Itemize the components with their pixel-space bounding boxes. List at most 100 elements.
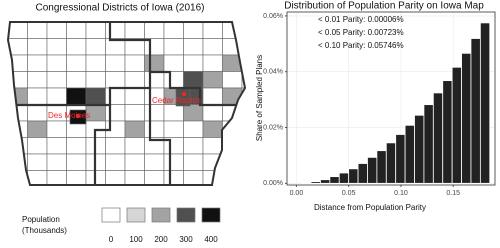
county [202,22,223,39]
bar [451,66,462,184]
county [105,153,126,171]
legend-title: Population [22,215,60,224]
county [66,54,87,72]
county [124,71,145,89]
county [105,22,126,39]
county [85,54,106,72]
county [27,120,48,138]
county [46,22,67,39]
x-tick-label: 0.15 [446,190,460,197]
county [8,71,28,89]
city-marker [75,113,81,119]
county [124,120,145,138]
county [202,104,223,122]
county [66,137,87,155]
bar [479,22,491,184]
histogram: 0.00% 0.02% 0.04% 0.06% 0.00 0.05 0.10 0.15 < 0.… [263,11,496,197]
county [144,153,165,171]
county [46,38,67,56]
county [105,54,126,72]
bar [329,176,340,184]
annotation: < 0.01 Parity: 0.00006% [318,15,404,24]
bar [395,134,406,184]
county [163,22,184,39]
county [144,104,165,122]
county [8,137,28,155]
county [183,104,204,122]
city-label: Des Moines [48,111,90,120]
legend-swatch [151,207,171,223]
county [46,54,67,72]
legend-label: 0 [109,235,114,244]
city-marker [181,91,187,97]
bar [348,168,359,184]
county [163,120,184,138]
bar [432,92,444,184]
x-tick-label: 0.05 [342,190,356,197]
county [163,153,184,171]
state-outline [6,21,247,186]
county [27,104,48,122]
county [202,137,223,155]
county [105,71,126,89]
county [183,120,204,138]
county [27,54,48,72]
county [124,87,145,105]
county [241,38,245,56]
county [222,137,243,155]
bar [310,181,321,184]
legend-swatch [201,207,221,223]
annotation: < 0.05 Parity: 0.00723% [318,28,404,37]
county [66,71,87,89]
x-tick-label: 0.00 [290,190,304,197]
county [163,71,184,89]
county [144,120,165,138]
city-label: Cedar Rapids [152,96,201,105]
county [8,170,28,185]
county [46,137,67,155]
county [8,22,28,39]
x-tick-label: 0.10 [394,190,408,197]
county [8,87,28,105]
county [85,22,106,39]
county [183,38,204,56]
bar [442,80,453,184]
county [85,71,106,89]
y-tick-label: 0.00% [263,180,283,187]
county [66,153,87,171]
legend-label: 200 [154,235,168,244]
legend-swatch [101,207,121,223]
county [8,120,28,138]
county [183,71,204,89]
y-tick-label: 0.02% [263,124,283,131]
county [27,137,48,155]
bar [404,124,415,184]
county [241,153,245,171]
county [163,38,184,56]
district-borders [8,22,245,185]
y-tick-label: 0.04% [263,69,283,76]
county [144,22,165,39]
county [124,54,145,72]
county [222,170,243,185]
county [124,137,145,155]
bar [357,163,368,184]
y-tick-label: 0.06% [263,13,283,20]
legend: Population (Thousands) 0 100 200 300 400 [22,207,221,244]
legend-label: 300 [179,235,193,244]
county [85,87,106,105]
county [124,104,145,122]
plot-border [286,11,496,186]
county [183,54,204,72]
county [222,153,243,171]
bar [461,52,472,184]
county [46,153,67,171]
county [183,153,204,171]
county [202,54,223,72]
county [27,22,48,39]
county [202,120,223,138]
bar [367,156,378,184]
county [202,87,223,105]
county [202,38,223,56]
